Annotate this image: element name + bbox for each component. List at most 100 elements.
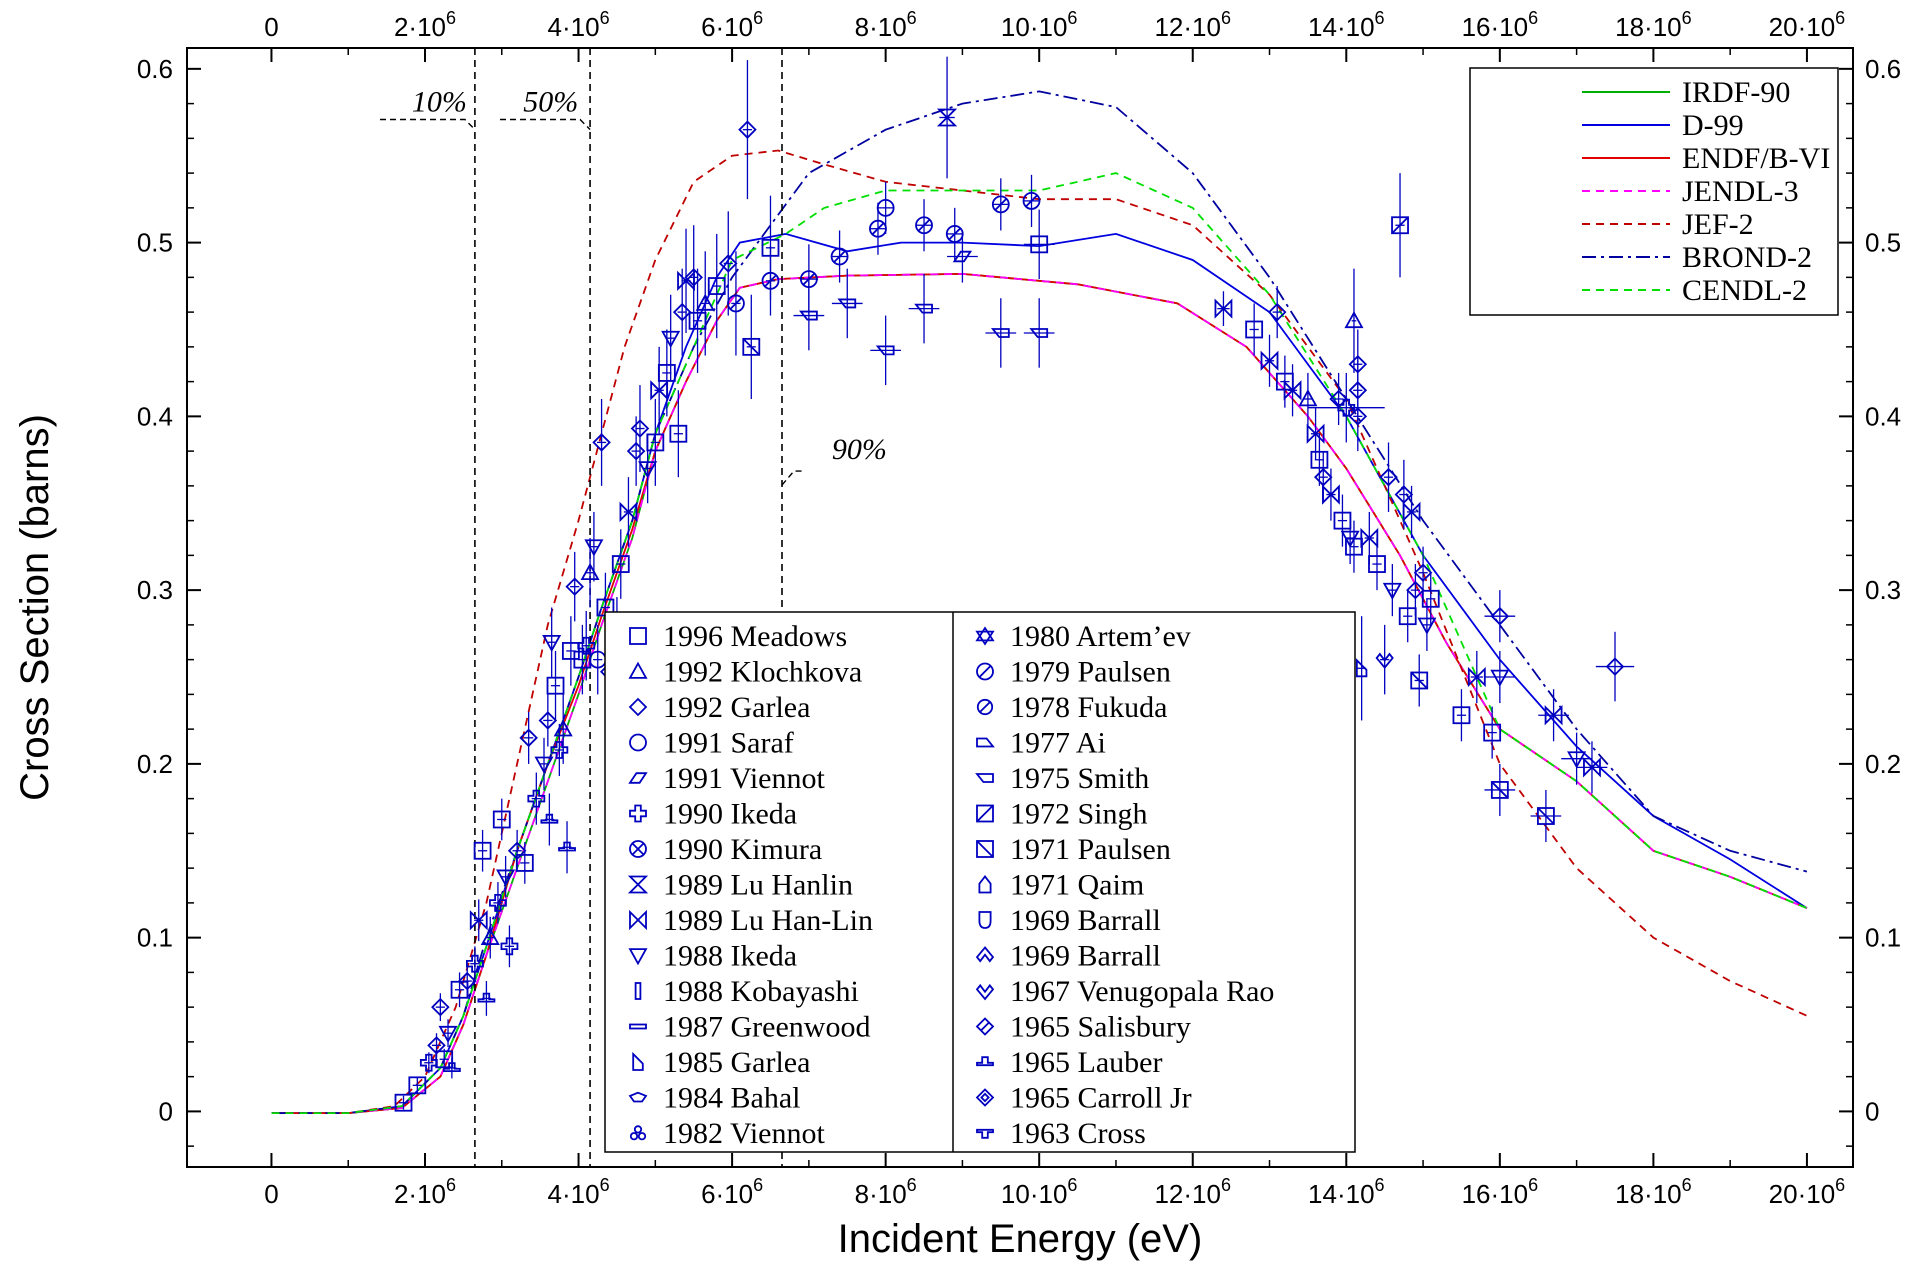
marker-bowtie-h [1360,527,1379,549]
experiment-label: 1989 Lu Hanlin [663,869,853,902]
marker-triangle-up [1344,310,1364,329]
marker-triangle-up [1298,389,1318,407]
marker-chevron-down [1375,652,1394,670]
marker-square-backslash [1410,671,1429,690]
y-tick-label-right: 0.2 [1865,749,1901,779]
series-line [271,90,1808,1114]
marker-parallelogram [628,772,648,784]
marker-cross [550,741,569,759]
y-tick-label-left: 0.6 [137,54,173,84]
marker-diamond [1413,563,1433,583]
marker-tri-circle [629,1125,647,1141]
vertical-markers-layer [474,48,783,1167]
marker-bowtie-h [469,910,488,931]
y-tick-label-right: 0.6 [1865,54,1901,84]
marker-diamond [538,711,558,730]
x-tick-exponent: 6 [907,8,917,28]
x-tick-label-top: 16·106 [1462,8,1539,42]
marker-circle-slash-2 [976,698,994,716]
y-tick-label-left: 0.1 [137,923,173,953]
x-tick-exponent: 6 [1067,1175,1077,1195]
marker-thin-rect [634,982,642,1000]
marker-triangle-down [542,634,562,653]
plot-frame [186,47,1854,1168]
x-tick-label-bottom: 2·106 [394,1175,456,1209]
experiment-label: 1991 Viennot [663,762,825,795]
y-tick-label-left: 0.3 [137,575,173,605]
x-tick-label-bottom: 8·106 [855,1175,917,1209]
marker-diamond [1267,302,1287,322]
marker-flag-left [990,328,1010,338]
y-tick-label-right: 0.3 [1865,575,1901,605]
x-tick-label-top: 12·106 [1154,8,1231,42]
marker-chevron-down [975,983,995,1001]
experiment-label: 1991 Saraf [663,727,794,760]
marker-shield [978,911,992,929]
marker-square [669,424,688,443]
marker-triangle-up [628,661,648,679]
experiment-label: 1965 Carroll Jr [1010,1082,1192,1115]
annotation-label: 90% [832,433,887,466]
marker-flag-left [1029,328,1049,338]
marker-diamond [1394,485,1414,504]
marker-flag-left [837,298,857,309]
x-tick-label-top: 10·106 [1001,8,1078,42]
marker-cross [466,954,484,973]
marker-hat [540,813,559,824]
marker-square [1030,235,1049,254]
x-tick-label-top: 2·106 [394,8,456,42]
marker-circle-slash [991,195,1010,214]
experiment-label: 1967 Venugopala Rao [1010,975,1274,1008]
annotation-leader [781,470,804,486]
marker-square [1368,555,1386,573]
x-tick-exponent: 6 [1375,8,1385,28]
marker-diamond [630,419,650,438]
x-tick-exponent: 6 [753,1175,763,1195]
marker-wedge [1355,658,1368,678]
experiment-label: 1982 Viennot [663,1117,825,1150]
x-tick-label-bottom: 14·106 [1308,1175,1385,1209]
x-tick-label-bottom: 18·106 [1615,1175,1692,1209]
x-tick-label-top: 6·106 [701,8,763,42]
marker-diamond [565,577,584,596]
marker-diamond [1490,606,1510,626]
marker-square [707,277,726,295]
series-line [271,149,1808,1114]
x-tick-exponent: 6 [600,1175,610,1195]
experiment-label: 1971 Paulsen [1010,833,1171,866]
marker-cross [527,789,546,808]
marker-triangle-down [438,1025,458,1044]
marker-square-backslash [742,337,761,356]
x-tick-exponent: 6 [1682,8,1692,28]
annotation-label: 50% [523,86,578,119]
marker-square-backslash [1490,781,1509,799]
marker-diamond [1605,657,1625,676]
experiment-label: 1990 Ikeda [663,798,797,831]
x-tick-exponent: 6 [446,1175,456,1195]
marker-bowtie-v [627,875,649,894]
marker-diamond [738,120,757,139]
marker-diamond [626,441,646,461]
marker-triangle-down [1490,669,1510,687]
marker-square [492,810,511,829]
marker-square [515,854,534,872]
marker-square [1452,706,1471,725]
marker-boat [628,1091,648,1103]
x-tick-label-top: 4·106 [548,8,610,42]
marker-square [546,676,565,695]
marker-square [1421,589,1440,608]
marker-cross [629,804,647,823]
x-tick-label-bottom: 12·106 [1154,1175,1231,1209]
x-tick-exponent: 6 [1221,1175,1231,1195]
marker-triangle-down [496,869,516,887]
x-tick-exponent: 6 [600,8,610,28]
marker-bowtie-h [1214,298,1233,319]
marker-square-slash [976,804,994,823]
annotation-leader [380,118,476,130]
marker-square-backslash [976,840,994,858]
legend-evaluations: IRDF-90D-99ENDF/B-VIJENDL-3JEF-2BROND-2C… [1469,67,1839,316]
marker-square [1245,320,1264,339]
marker-square-slash [1391,216,1409,235]
marker-cross [577,636,596,655]
